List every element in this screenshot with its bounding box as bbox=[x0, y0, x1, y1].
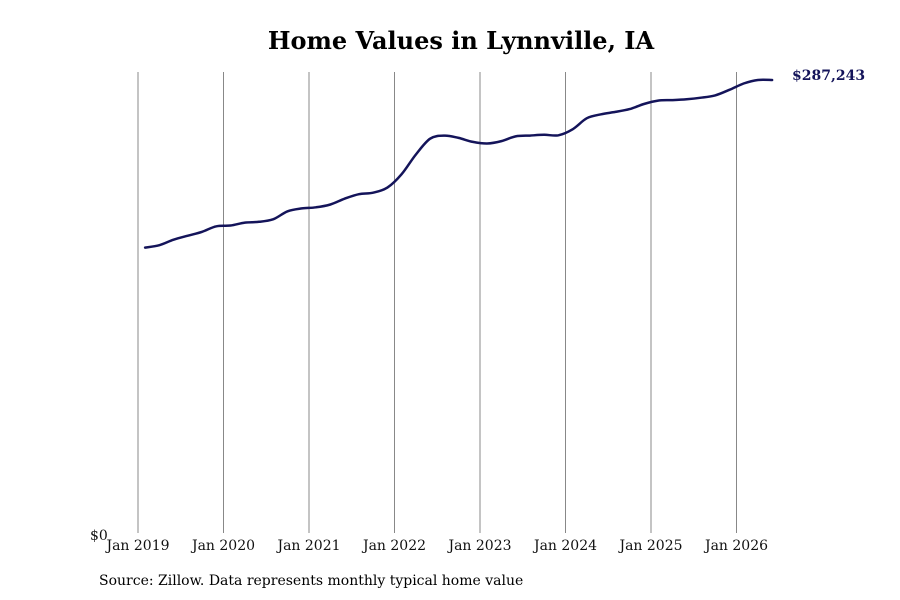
x-tick-label-6: Jan 2025 bbox=[617, 538, 682, 554]
x-tick-label-0: Jan 2019 bbox=[104, 538, 169, 554]
x-tick-label-2: Jan 2021 bbox=[275, 538, 340, 554]
x-tick-label-3: Jan 2022 bbox=[361, 538, 426, 554]
chart-source-note: Source: Zillow. Data represents monthly … bbox=[99, 573, 524, 589]
y-axis-zero-label: $0 bbox=[90, 528, 108, 544]
series-layer bbox=[143, 78, 774, 249]
series-end-value-label: $287,243 bbox=[792, 68, 865, 84]
chart-title: Home Values in Lynnville, IA bbox=[267, 26, 655, 55]
x-tick-label-5: Jan 2024 bbox=[532, 538, 597, 554]
tick-label-layer: Jan 2019 Jan 2020 Jan 2021 Jan 2022 Jan 2023… bbox=[104, 538, 768, 554]
x-tick-label-1: Jan 2020 bbox=[190, 538, 255, 554]
series-line-home-value bbox=[143, 78, 774, 249]
grid-layer bbox=[137, 72, 737, 533]
x-tick-label-4: Jan 2023 bbox=[446, 538, 511, 554]
x-tick-label-7: Jan 2026 bbox=[703, 538, 768, 554]
